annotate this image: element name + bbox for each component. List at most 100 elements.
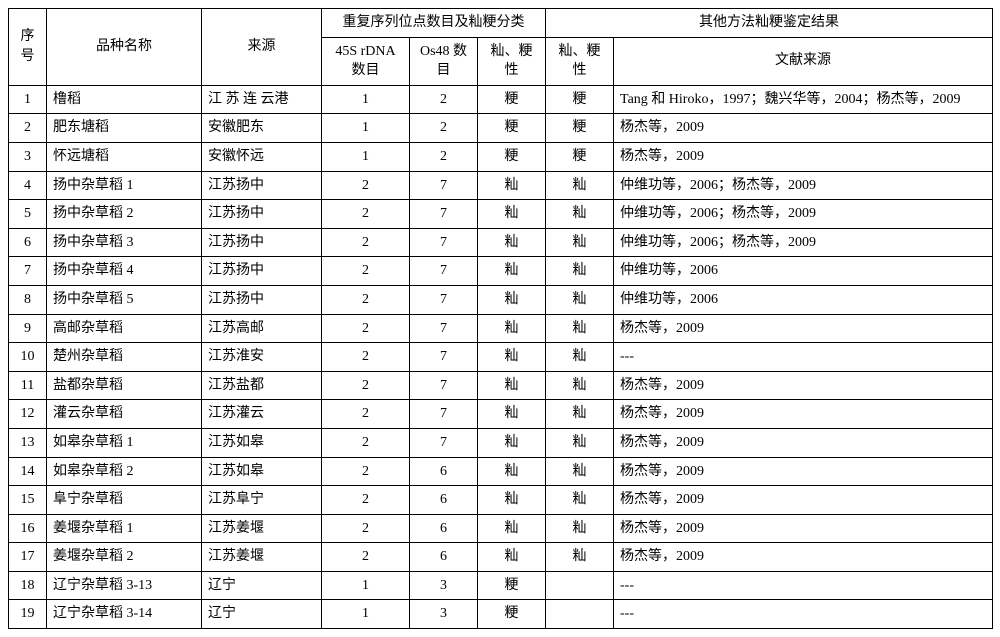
cell-os48: 2 bbox=[410, 142, 478, 171]
cell-src: 江苏高邮 bbox=[202, 314, 322, 343]
cell-name: 扬中杂草稻 3 bbox=[47, 228, 202, 257]
cell-src: 江苏姜堰 bbox=[202, 514, 322, 543]
cell-45s: 2 bbox=[322, 228, 410, 257]
col-seq: 序号 bbox=[9, 9, 47, 86]
cell-src: 江苏姜堰 bbox=[202, 543, 322, 572]
cell-os48: 7 bbox=[410, 171, 478, 200]
cell-seq: 14 bbox=[9, 457, 47, 486]
cell-45s: 2 bbox=[322, 486, 410, 515]
cell-os48: 6 bbox=[410, 514, 478, 543]
table-row: 8扬中杂草稻 5江苏扬中27籼籼仲维功等，2006 bbox=[9, 285, 993, 314]
table-row: 11盐都杂草稻江苏盐都27籼籼杨杰等，2009 bbox=[9, 371, 993, 400]
cell-45s: 2 bbox=[322, 314, 410, 343]
cell-ref: 杨杰等，2009 bbox=[614, 428, 993, 457]
cell-xj2: 籼 bbox=[546, 457, 614, 486]
col-xj2: 籼、粳性 bbox=[546, 37, 614, 85]
cell-xj2: 籼 bbox=[546, 400, 614, 429]
cell-xj1: 籼 bbox=[478, 314, 546, 343]
cell-xj1: 粳 bbox=[478, 142, 546, 171]
cell-xj2 bbox=[546, 600, 614, 629]
cell-os48: 2 bbox=[410, 85, 478, 114]
rice-classification-table: 序号 品种名称 来源 重复序列位点数目及籼粳分类 其他方法籼粳鉴定结果 45S … bbox=[8, 8, 993, 629]
cell-os48: 7 bbox=[410, 428, 478, 457]
table-row: 17姜堰杂草稻 2江苏姜堰26籼籼杨杰等，2009 bbox=[9, 543, 993, 572]
cell-45s: 2 bbox=[322, 543, 410, 572]
cell-ref: 杨杰等，2009 bbox=[614, 400, 993, 429]
cell-xj2: 籼 bbox=[546, 257, 614, 286]
cell-name: 灌云杂草稻 bbox=[47, 400, 202, 429]
cell-os48: 7 bbox=[410, 343, 478, 372]
cell-src: 江苏灌云 bbox=[202, 400, 322, 429]
cell-ref: 仲维功等，2006 bbox=[614, 285, 993, 314]
cell-seq: 7 bbox=[9, 257, 47, 286]
table-row: 18辽宁杂草稻 3-13辽宁13粳--- bbox=[9, 571, 993, 600]
col-xj1: 籼、粳性 bbox=[478, 37, 546, 85]
cell-src: 辽宁 bbox=[202, 571, 322, 600]
cell-src: 江 苏 连 云港 bbox=[202, 85, 322, 114]
cell-45s: 2 bbox=[322, 371, 410, 400]
cell-xj2: 粳 bbox=[546, 85, 614, 114]
cell-xj2 bbox=[546, 571, 614, 600]
cell-name: 高邮杂草稻 bbox=[47, 314, 202, 343]
table-row: 14如皋杂草稻 2江苏如皋26籼籼杨杰等，2009 bbox=[9, 457, 993, 486]
cell-os48: 3 bbox=[410, 600, 478, 629]
cell-xj2: 籼 bbox=[546, 171, 614, 200]
cell-45s: 1 bbox=[322, 85, 410, 114]
cell-name: 怀远塘稻 bbox=[47, 142, 202, 171]
cell-45s: 1 bbox=[322, 142, 410, 171]
cell-ref: 杨杰等，2009 bbox=[614, 543, 993, 572]
cell-ref: 杨杰等，2009 bbox=[614, 457, 993, 486]
cell-ref: 杨杰等，2009 bbox=[614, 486, 993, 515]
cell-45s: 2 bbox=[322, 343, 410, 372]
cell-45s: 1 bbox=[322, 571, 410, 600]
cell-src: 江苏扬中 bbox=[202, 200, 322, 229]
cell-name: 如皋杂草稻 2 bbox=[47, 457, 202, 486]
cell-name: 肥东塘稻 bbox=[47, 114, 202, 143]
cell-seq: 15 bbox=[9, 486, 47, 515]
table-row: 2肥东塘稻安徽肥东12粳粳杨杰等，2009 bbox=[9, 114, 993, 143]
cell-src: 江苏扬中 bbox=[202, 228, 322, 257]
cell-xj1: 籼 bbox=[478, 285, 546, 314]
cell-xj1: 粳 bbox=[478, 114, 546, 143]
cell-45s: 2 bbox=[322, 514, 410, 543]
cell-ref: 杨杰等，2009 bbox=[614, 371, 993, 400]
cell-ref: 仲维功等，2006；杨杰等，2009 bbox=[614, 200, 993, 229]
cell-seq: 16 bbox=[9, 514, 47, 543]
cell-45s: 2 bbox=[322, 400, 410, 429]
cell-xj1: 籼 bbox=[478, 200, 546, 229]
cell-name: 盐都杂草稻 bbox=[47, 371, 202, 400]
cell-45s: 2 bbox=[322, 257, 410, 286]
cell-xj2: 籼 bbox=[546, 371, 614, 400]
cell-ref: --- bbox=[614, 600, 993, 629]
cell-seq: 18 bbox=[9, 571, 47, 600]
col-src: 来源 bbox=[202, 9, 322, 86]
cell-xj1: 籼 bbox=[478, 371, 546, 400]
cell-os48: 7 bbox=[410, 200, 478, 229]
cell-seq: 3 bbox=[9, 142, 47, 171]
cell-45s: 2 bbox=[322, 428, 410, 457]
table-row: 19辽宁杂草稻 3-14辽宁13粳--- bbox=[9, 600, 993, 629]
cell-name: 扬中杂草稻 1 bbox=[47, 171, 202, 200]
table-row: 7扬中杂草稻 4江苏扬中27籼籼仲维功等，2006 bbox=[9, 257, 993, 286]
table-row: 9高邮杂草稻江苏高邮27籼籼杨杰等，2009 bbox=[9, 314, 993, 343]
col-ref: 文献来源 bbox=[614, 37, 993, 85]
cell-seq: 2 bbox=[9, 114, 47, 143]
cell-xj1: 籼 bbox=[478, 543, 546, 572]
cell-os48: 7 bbox=[410, 285, 478, 314]
cell-ref: 杨杰等，2009 bbox=[614, 114, 993, 143]
cell-name: 扬中杂草稻 2 bbox=[47, 200, 202, 229]
col-name: 品种名称 bbox=[47, 9, 202, 86]
cell-name: 橹稻 bbox=[47, 85, 202, 114]
cell-os48: 7 bbox=[410, 400, 478, 429]
cell-src: 辽宁 bbox=[202, 600, 322, 629]
cell-ref: 仲维功等，2006；杨杰等，2009 bbox=[614, 171, 993, 200]
cell-os48: 7 bbox=[410, 314, 478, 343]
cell-45s: 2 bbox=[322, 457, 410, 486]
col-group-other: 其他方法籼粳鉴定结果 bbox=[546, 9, 993, 38]
cell-name: 如皋杂草稻 1 bbox=[47, 428, 202, 457]
cell-seq: 4 bbox=[9, 171, 47, 200]
cell-45s: 1 bbox=[322, 600, 410, 629]
cell-xj2: 籼 bbox=[546, 514, 614, 543]
cell-seq: 5 bbox=[9, 200, 47, 229]
table-row: 16姜堰杂草稻 1江苏姜堰26籼籼杨杰等，2009 bbox=[9, 514, 993, 543]
